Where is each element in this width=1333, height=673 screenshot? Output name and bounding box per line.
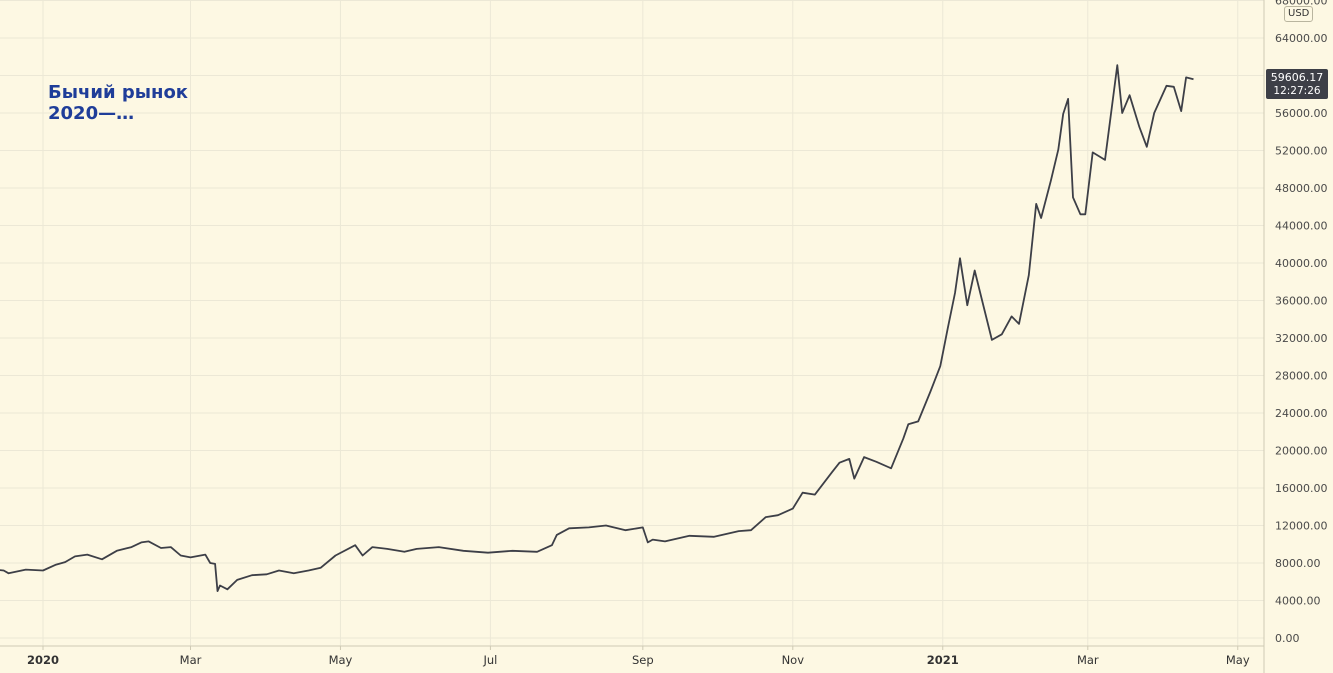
price-series-line bbox=[0, 64, 1194, 592]
y-tick-label: 40000.00 bbox=[1275, 257, 1328, 270]
price-axis[interactable]: 0.00 4000.00 8000.00 12000.00 16000.00 20000.… bbox=[1275, 0, 1328, 645]
x-tick-label: Mar bbox=[1077, 653, 1099, 667]
y-tick-label: 52000.00 bbox=[1275, 145, 1328, 158]
y-tick-label: 32000.00 bbox=[1275, 332, 1328, 345]
y-tick-label: 20000.00 bbox=[1275, 445, 1328, 458]
annotation-line-1: Бычий рынок bbox=[48, 82, 189, 103]
y-tick-label: 48000.00 bbox=[1275, 182, 1328, 195]
y-tick-label: 56000.00 bbox=[1275, 107, 1328, 120]
x-tick-label: May bbox=[1226, 653, 1250, 667]
last-price-label: 59606.17 12:27:26 bbox=[1266, 69, 1328, 99]
time-axis[interactable]: 2020 Mar May Jul Sep Nov 2021 Mar May bbox=[27, 646, 1250, 667]
y-tick-label: 4000.00 bbox=[1275, 595, 1321, 608]
y-tick-label: 0.00 bbox=[1275, 632, 1300, 645]
x-tick-label: Sep bbox=[632, 653, 654, 667]
series-layer bbox=[0, 64, 1194, 592]
annotation-line-2: 2020—… bbox=[48, 103, 135, 124]
y-tick-label: 64000.00 bbox=[1275, 32, 1328, 45]
x-tick-label: Jul bbox=[482, 653, 497, 667]
bar-countdown: 12:27:26 bbox=[1273, 85, 1321, 97]
x-tick-label: Mar bbox=[180, 653, 202, 667]
x-tick-label: 2021 bbox=[927, 653, 959, 667]
x-tick-label: 2020 bbox=[27, 653, 59, 667]
y-tick-label: 68000.00 bbox=[1275, 0, 1328, 8]
x-tick-label: Nov bbox=[782, 653, 805, 667]
y-tick-label: 36000.00 bbox=[1275, 295, 1328, 308]
currency-badge[interactable]: USD bbox=[1284, 6, 1314, 22]
last-price-value: 59606.17 bbox=[1270, 71, 1324, 84]
y-tick-label: 12000.00 bbox=[1275, 520, 1328, 533]
y-tick-label: 8000.00 bbox=[1275, 557, 1321, 570]
y-tick-label: 24000.00 bbox=[1275, 407, 1328, 420]
horizontal-grid bbox=[0, 0, 1264, 639]
y-tick-label: 16000.00 bbox=[1275, 482, 1328, 495]
chart-annotation: Бычий рынок 2020—… bbox=[48, 82, 188, 124]
y-tick-label: 44000.00 bbox=[1275, 220, 1328, 233]
y-tick-label: 28000.00 bbox=[1275, 370, 1328, 383]
vertical-grid bbox=[42, 0, 1239, 646]
x-tick-label: May bbox=[329, 653, 353, 667]
